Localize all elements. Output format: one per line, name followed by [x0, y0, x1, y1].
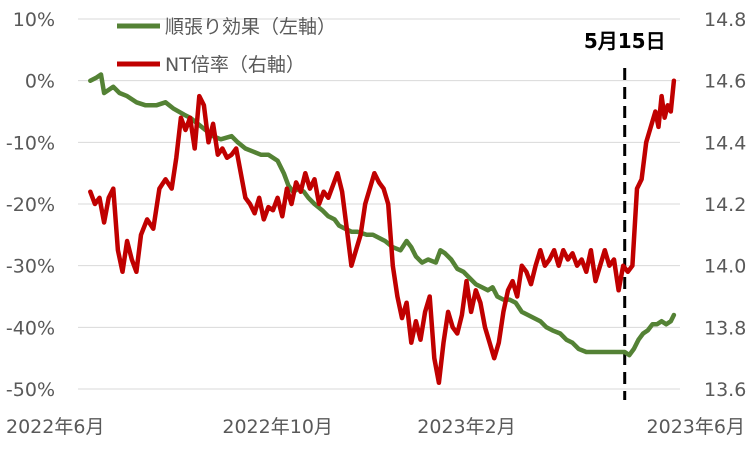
right-tick-label: 13.8: [704, 317, 746, 339]
right-axis-ticks: 14.8 14.6 14.4 14.2 14.0 13.8 13.6: [704, 9, 746, 401]
left-tick-label: 10%: [13, 9, 55, 31]
x-tick-label: 2023年2月: [417, 416, 515, 438]
left-tick-label: 0%: [25, 71, 55, 93]
legend-label-trend-effect: 順張り効果（左軸）: [165, 16, 336, 38]
left-tick-label: -10%: [6, 132, 55, 154]
series-line-trend-effect: [88, 72, 677, 358]
x-tick-label: 2022年6月: [6, 416, 104, 438]
left-tick-label: -30%: [6, 256, 55, 278]
left-axis-ticks: 10% 0% -10% -20% -30% -40% -50%: [6, 9, 55, 401]
right-tick-label: 14.4: [704, 132, 746, 154]
right-tick-label: 13.6: [704, 379, 746, 401]
legend-label-nt-ratio: NT倍率（右軸）: [165, 54, 305, 76]
x-tick-label: 2022年10月: [222, 416, 333, 438]
right-tick-label: 14.8: [704, 9, 746, 31]
series-line-nt-ratio: [88, 78, 677, 386]
left-tick-label: -20%: [6, 194, 55, 216]
series-lines: [88, 72, 677, 386]
x-axis-ticks: 2022年6月 2022年10月 2023年2月 2023年6月: [6, 416, 745, 438]
annotation: 5月15日: [584, 29, 666, 400]
annotation-label: 5月15日: [584, 29, 666, 53]
right-tick-label: 14.0: [704, 256, 746, 278]
right-tick-label: 14.2: [704, 194, 746, 216]
x-tick-label: 2023年6月: [647, 416, 745, 438]
left-tick-label: -40%: [6, 317, 55, 339]
legend: 順張り効果（左軸） NT倍率（右軸）: [117, 16, 336, 76]
left-tick-label: -50%: [6, 379, 55, 401]
right-tick-label: 14.6: [704, 71, 746, 93]
